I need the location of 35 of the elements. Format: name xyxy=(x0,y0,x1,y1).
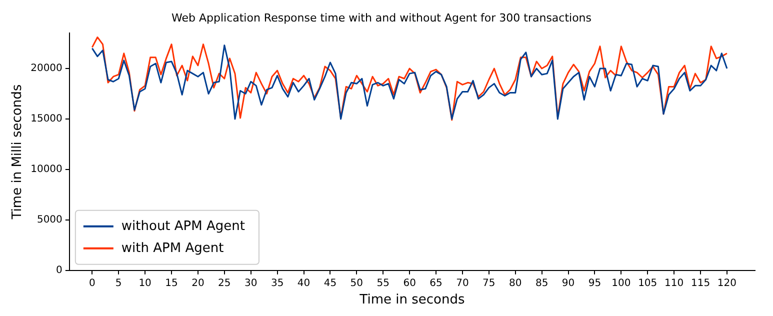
legend-label: without APM Agent xyxy=(121,218,245,234)
x-tick-label: 30 xyxy=(244,278,258,289)
x-tick-label: 45 xyxy=(324,278,337,289)
x-tick-label: 60 xyxy=(403,278,416,289)
x-tick-label: 100 xyxy=(612,278,631,289)
x-tick-label: 5 xyxy=(115,278,122,289)
x-tick-label: 90 xyxy=(562,278,575,289)
x-tick-label: 0 xyxy=(88,278,96,289)
x-tick-label: 80 xyxy=(508,278,522,289)
x-tick-label: 70 xyxy=(456,278,469,289)
x-tick-label: 40 xyxy=(297,278,310,289)
x-tick-label: 115 xyxy=(690,278,710,289)
y-tick-label: 15000 xyxy=(30,114,62,125)
chart-title: Web Application Response time with and without Agent for 300 transactions xyxy=(171,11,592,24)
x-tick-label: 75 xyxy=(482,278,496,289)
x-tick-label: 110 xyxy=(664,278,684,289)
x-tick-label: 85 xyxy=(535,278,548,289)
y-tick-label: 20000 xyxy=(30,63,62,74)
x-axis-title: Time in seconds xyxy=(358,292,465,308)
y-tick-label: 10000 xyxy=(30,164,62,176)
x-tick-label: 65 xyxy=(430,278,442,289)
y-axis-title: Time in Milli seconds xyxy=(10,84,26,220)
x-tick-label: 15 xyxy=(165,278,178,289)
x-tick-label: 105 xyxy=(638,278,658,289)
x-tick-label: 95 xyxy=(588,278,602,289)
x-tick-label: 10 xyxy=(138,278,152,289)
x-tick-label: 55 xyxy=(376,278,390,289)
y-tick-label: 5000 xyxy=(36,214,62,226)
x-tick-label: 50 xyxy=(350,278,364,289)
legend-label: with APM Agent xyxy=(121,240,224,256)
x-tick-label: 25 xyxy=(218,278,231,289)
y-tick-label: 0 xyxy=(56,264,62,276)
x-tick-label: 120 xyxy=(717,278,737,289)
x-tick-label: 20 xyxy=(192,278,204,289)
x-tick-label: 35 xyxy=(270,278,284,289)
